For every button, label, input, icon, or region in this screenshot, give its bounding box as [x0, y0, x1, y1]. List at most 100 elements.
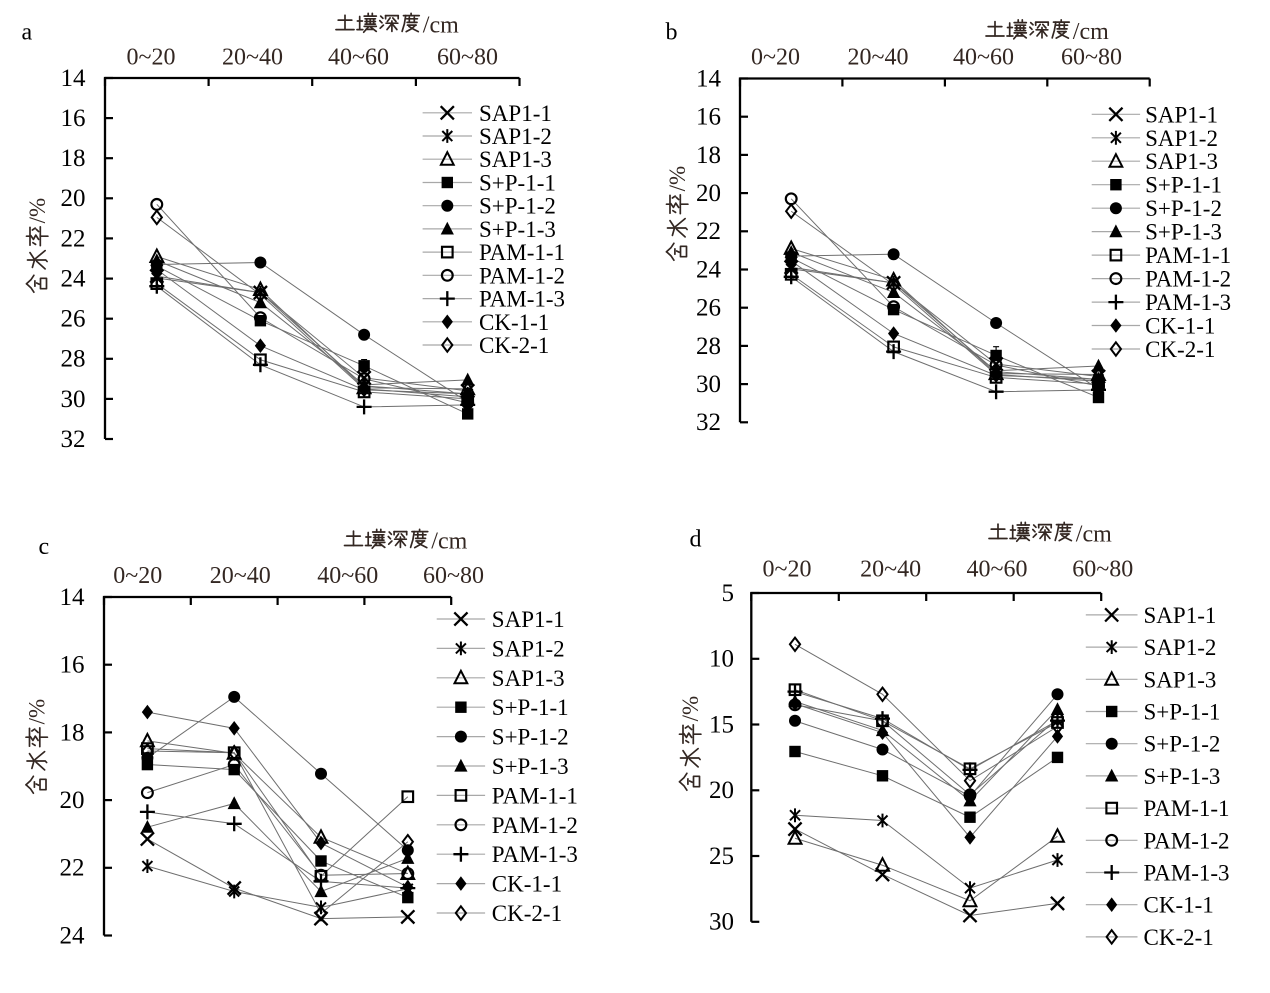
svg-text:25: 25 — [709, 843, 734, 870]
svg-text:30: 30 — [709, 909, 734, 936]
svg-text:PAM-1-1: PAM-1-1 — [479, 240, 565, 265]
svg-text:SAP1-1: SAP1-1 — [492, 607, 565, 632]
svg-text:40~60: 40~60 — [967, 557, 1028, 583]
svg-text:20~40: 20~40 — [860, 557, 921, 583]
svg-text:40~60: 40~60 — [317, 563, 378, 589]
svg-text:S+P-1-1: S+P-1-1 — [1145, 173, 1222, 198]
svg-text:CK-2-1: CK-2-1 — [1145, 337, 1215, 362]
svg-text:PAM-1-1: PAM-1-1 — [492, 783, 578, 808]
svg-text:0~20: 0~20 — [751, 45, 800, 71]
svg-text:SAP1-1: SAP1-1 — [1145, 102, 1218, 127]
svg-text:SAP1-3: SAP1-3 — [1145, 149, 1218, 174]
svg-text:/%: /% — [25, 699, 50, 725]
svg-text:PAM-1-3: PAM-1-3 — [492, 842, 578, 867]
svg-text:/cm: /cm — [423, 13, 459, 39]
svg-text:20: 20 — [696, 180, 721, 207]
svg-text:14: 14 — [60, 584, 86, 611]
svg-text:CK-2-1: CK-2-1 — [1144, 925, 1214, 950]
svg-text:22: 22 — [61, 225, 86, 252]
svg-text:CK-1-1: CK-1-1 — [492, 872, 562, 897]
svg-text:SAP1-2: SAP1-2 — [1145, 126, 1218, 151]
svg-text:CK-1-1: CK-1-1 — [1144, 893, 1214, 918]
svg-text:CK-1-1: CK-1-1 — [1145, 314, 1215, 339]
svg-text:60~80: 60~80 — [423, 563, 484, 589]
svg-text:PAM-1-3: PAM-1-3 — [479, 287, 565, 312]
svg-text:S+P-1-3: S+P-1-3 — [1144, 764, 1221, 789]
svg-text:14: 14 — [61, 65, 87, 92]
svg-text:S+P-1-1: S+P-1-1 — [479, 171, 556, 196]
svg-text:60~80: 60~80 — [437, 45, 498, 71]
svg-text:CK-1-1: CK-1-1 — [479, 310, 549, 335]
svg-text:S+P-1-2: S+P-1-2 — [492, 725, 569, 750]
svg-text:0~20: 0~20 — [113, 563, 162, 589]
svg-text:20: 20 — [61, 185, 86, 212]
svg-text:60~80: 60~80 — [1061, 45, 1122, 71]
svg-text:SAP1-3: SAP1-3 — [479, 147, 552, 172]
svg-text:S+P-1-2: S+P-1-2 — [1145, 196, 1222, 221]
svg-text:/cm: /cm — [1076, 522, 1112, 548]
svg-text:/%: /% — [665, 166, 690, 192]
svg-text:0~20: 0~20 — [763, 557, 812, 583]
svg-text:SAP1-2: SAP1-2 — [492, 636, 565, 661]
svg-text:60~80: 60~80 — [1072, 557, 1133, 583]
svg-text:15: 15 — [709, 711, 734, 738]
svg-text:20~40: 20~40 — [210, 563, 271, 589]
svg-text:CK-2-1: CK-2-1 — [479, 333, 549, 358]
svg-text:/%: /% — [25, 198, 50, 224]
svg-text:26: 26 — [696, 295, 721, 322]
svg-text:SAP1-1: SAP1-1 — [1144, 603, 1217, 628]
svg-text:40~60: 40~60 — [953, 45, 1014, 71]
svg-text:a: a — [22, 20, 33, 46]
svg-text:32: 32 — [61, 426, 86, 453]
svg-text:28: 28 — [696, 333, 721, 360]
svg-text:/cm: /cm — [1073, 19, 1109, 45]
svg-text:SAP1-1: SAP1-1 — [479, 101, 552, 126]
svg-text:24: 24 — [60, 922, 86, 949]
svg-text:20~40: 20~40 — [848, 45, 909, 71]
svg-text:SAP1-2: SAP1-2 — [479, 124, 552, 149]
svg-text:S+P-1-3: S+P-1-3 — [492, 754, 569, 779]
svg-text:0~20: 0~20 — [127, 45, 176, 71]
svg-text:40~60: 40~60 — [328, 45, 389, 71]
svg-text:32: 32 — [696, 409, 721, 436]
svg-text:14: 14 — [696, 65, 722, 92]
svg-text:S+P-1-3: S+P-1-3 — [479, 217, 556, 242]
svg-text:5: 5 — [722, 580, 735, 607]
svg-text:S+P-1-1: S+P-1-1 — [1144, 700, 1221, 725]
svg-text:SAP1-2: SAP1-2 — [1144, 635, 1217, 660]
svg-text:/cm: /cm — [431, 529, 467, 555]
svg-text:PAM-1-3: PAM-1-3 — [1145, 290, 1231, 315]
svg-text:SAP1-3: SAP1-3 — [1144, 667, 1217, 692]
svg-text:PAM-1-2: PAM-1-2 — [479, 263, 565, 288]
svg-text:16: 16 — [696, 104, 721, 131]
svg-text:22: 22 — [696, 218, 721, 245]
svg-text:PAM-1-3: PAM-1-3 — [1144, 861, 1230, 886]
svg-text:30: 30 — [61, 386, 86, 413]
svg-text:16: 16 — [60, 652, 85, 679]
svg-text:30: 30 — [696, 371, 721, 398]
svg-text:S+P-1-2: S+P-1-2 — [1144, 732, 1221, 757]
svg-text:26: 26 — [61, 306, 86, 333]
svg-text:CK-2-1: CK-2-1 — [492, 901, 562, 926]
svg-text:PAM-1-1: PAM-1-1 — [1145, 243, 1231, 268]
svg-text:18: 18 — [696, 142, 721, 169]
svg-text:16: 16 — [61, 105, 86, 132]
svg-text:S+P-1-3: S+P-1-3 — [1145, 220, 1222, 245]
svg-text:S+P-1-2: S+P-1-2 — [479, 194, 556, 219]
svg-text:20~40: 20~40 — [222, 45, 283, 71]
svg-text:22: 22 — [60, 855, 85, 882]
svg-text:24: 24 — [61, 266, 87, 293]
svg-text:c: c — [39, 534, 50, 560]
svg-text:18: 18 — [60, 719, 85, 746]
svg-text:20: 20 — [709, 777, 734, 804]
svg-text:10: 10 — [709, 646, 734, 673]
svg-text:24: 24 — [696, 256, 722, 283]
svg-text:PAM-1-2: PAM-1-2 — [1144, 828, 1230, 853]
svg-text:PAM-1-2: PAM-1-2 — [1145, 267, 1231, 292]
svg-text:/%: /% — [678, 696, 703, 722]
svg-text:SAP1-3: SAP1-3 — [492, 666, 565, 691]
svg-text:PAM-1-1: PAM-1-1 — [1144, 796, 1230, 821]
svg-text:PAM-1-2: PAM-1-2 — [492, 813, 578, 838]
svg-text:28: 28 — [61, 346, 86, 373]
svg-text:S+P-1-1: S+P-1-1 — [492, 695, 569, 720]
